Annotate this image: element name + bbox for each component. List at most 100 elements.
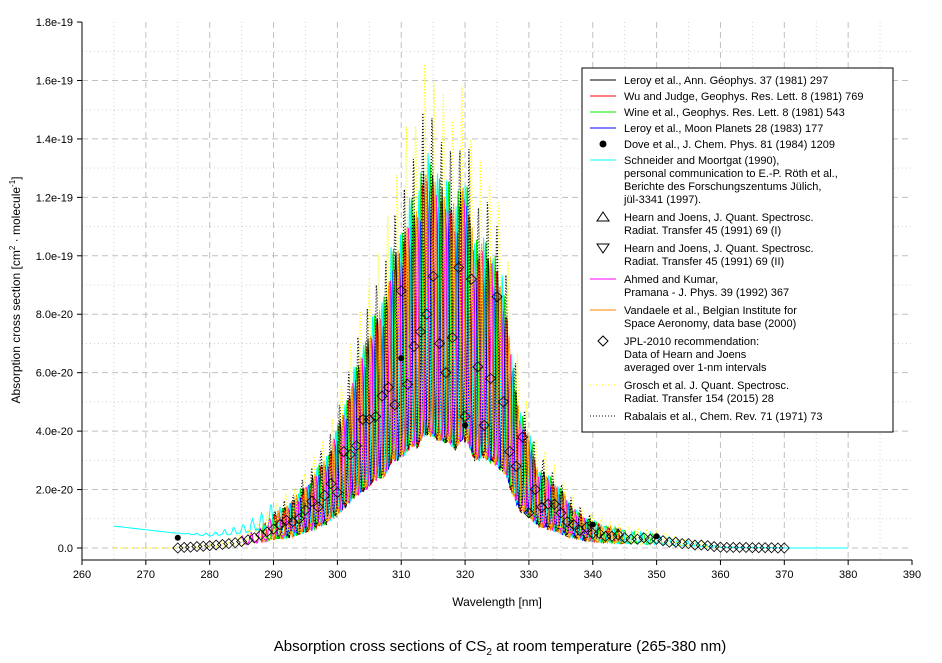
jpl-diamond-marker: [402, 378, 414, 390]
jpl-diamond-marker: [280, 514, 292, 526]
jpl-diamond-marker: [651, 533, 663, 545]
jpl-diamond-marker: [485, 372, 497, 385]
jpl-diamond-marker: [299, 504, 312, 516]
jpl-diamond-marker: [350, 440, 363, 452]
legend-label: Radiat. Transfer 154 (2015) 28: [624, 393, 774, 405]
jpl-diamond-marker: [548, 498, 561, 510]
jpl-diamond-marker: [248, 532, 260, 544]
legend-label: Vandaele et al., Belgian Institute for: [624, 305, 797, 317]
y-tick-label: 8.0e-20: [36, 309, 73, 321]
jpl-diamond-marker: [491, 291, 503, 303]
x-tick-label: 350: [647, 569, 665, 581]
y-tick-label: 1.0e-19: [36, 251, 73, 263]
jpl-diamond-marker: [178, 541, 190, 553]
jpl-diamond-marker: [504, 446, 516, 458]
jpl-diamond-marker: [580, 521, 592, 534]
x-tick-label: 280: [201, 569, 219, 581]
legend-item: Wu and Judge, Geophys. Res. Lett. 8 (198…: [590, 91, 864, 103]
jpl-diamond-marker: [593, 527, 605, 539]
jpl-diamond-marker: [338, 446, 350, 458]
jpl-diamond-marker: [172, 542, 184, 554]
jpl-diamond-marker: [631, 533, 644, 545]
jpl-diamond-marker: [363, 413, 375, 425]
jpl-diamond-marker: [465, 273, 478, 285]
jpl-diamond-marker: [242, 534, 254, 546]
chart-title: Absorption cross sections of CS2 at room…: [274, 638, 726, 658]
jpl-diamond-marker: [223, 538, 235, 550]
jpl-diamond-marker: [389, 399, 401, 411]
jpl-diamond-marker: [433, 337, 446, 350]
legend-item: Schneider and Moortgat (1990),personal c…: [590, 155, 838, 206]
jpl-diamond-marker: [427, 270, 439, 282]
jpl-diamond-marker: [446, 332, 458, 344]
legend-label: Grosch et al. J. Quant. Spectrosc.: [624, 380, 789, 392]
jpl-diamond-marker: [638, 532, 650, 544]
dove-point-marker: [462, 422, 469, 429]
legend-label: personal communication to E.-P. Röth et …: [624, 168, 838, 180]
y-tick-label: 6.0e-20: [36, 368, 73, 380]
x-axis-label: Wavelength [nm]: [452, 595, 542, 609]
jpl-diamond-marker: [555, 507, 567, 519]
jpl-diamond-marker: [191, 540, 203, 553]
y-tick-label: 4.0e-20: [36, 426, 73, 438]
markers-layer: [172, 261, 790, 554]
jpl-diamond-marker: [561, 516, 573, 528]
jpl-diamond-marker: [261, 526, 273, 538]
dove-point-marker: [398, 355, 405, 362]
x-tick-label: 300: [328, 569, 346, 581]
x-tick-label: 380: [839, 569, 857, 581]
jpl-diamond-marker: [657, 535, 669, 547]
legend-item: Leroy et al., Moon Planets 28 (1983) 177: [590, 123, 823, 135]
legend-box: [581, 67, 894, 433]
y-tick-label: 1.4e-19: [36, 134, 73, 146]
y-tick-label: 1.2e-19: [36, 192, 73, 204]
jpl-diamond-marker: [682, 538, 695, 550]
y-tick-label: 0.0: [58, 543, 73, 555]
jpl-diamond-marker: [395, 285, 407, 297]
series-line-3: [285, 190, 593, 542]
jpl-diamond-marker: [408, 340, 420, 352]
jpl-diamond-marker: [293, 513, 305, 525]
legend: Leroy et al., Ann. Géophys. 37 (1981) 29…: [581, 67, 894, 433]
series-line-8: [272, 112, 593, 542]
x-tick-label: 360: [711, 569, 729, 581]
y-tick-label: 1.6e-19: [36, 75, 73, 87]
legend-label: Data of Hearn and Joens: [624, 349, 747, 361]
series-line-6: [273, 174, 625, 544]
jpl-diamond-marker: [312, 501, 324, 513]
legend-label: Space Aeronomy, data base (2000): [624, 318, 796, 330]
x-tick-label: 390: [903, 569, 921, 581]
legend-item: Ahmed and Kumar,Pramana - J. Phys. 39 (1…: [590, 274, 789, 299]
jpl-diamond-marker: [267, 523, 280, 535]
jpl-diamond-marker: [778, 542, 790, 554]
dove-point-marker: [174, 534, 181, 541]
legend-label: Pramana - J. Phys. 39 (1992) 367: [624, 287, 789, 299]
legend-triangle-up-icon: [596, 211, 610, 222]
x-tick-label: 320: [456, 569, 474, 581]
x-tick-label: 340: [584, 569, 602, 581]
legend-label: Berichte des Forschungszentums Jülich,: [624, 181, 821, 193]
axes: 260 270 280 290 300 310 320 330 340 350 360 370 380 3…: [36, 17, 921, 581]
legend-label: averaged over 1-nm intervals: [624, 362, 767, 374]
jpl-diamond-marker: [331, 486, 343, 499]
legend-label: Leroy et al., Moon Planets 28 (1983) 177: [624, 123, 823, 135]
jpl-diamond-marker: [523, 507, 535, 519]
jpl-diamond-marker: [619, 532, 631, 544]
jpl-diamond-marker: [472, 361, 484, 373]
jpl-diamond-marker: [516, 431, 529, 443]
jpl-diamond-marker: [478, 419, 490, 431]
jpl-diamond-marker: [459, 410, 471, 423]
legend-item: Hearn and Joens, J. Quant. Spectrosc.Rad…: [596, 211, 814, 237]
legend-label: Wu and Judge, Geophys. Res. Lett. 8 (198…: [624, 91, 864, 103]
legend-item: Rabalais et al., Chem. Rev. 71 (1971) 73: [590, 411, 823, 423]
jpl-diamond-marker: [510, 460, 522, 472]
jpl-diamond-marker: [210, 539, 222, 551]
legend-label: Hearn and Joens, J. Quant. Spectrosc.: [624, 243, 814, 255]
legend-label: JPL-2010 recommendation:: [624, 336, 759, 348]
jpl-diamond-marker: [606, 530, 618, 542]
jpl-diamond-marker: [421, 308, 433, 320]
x-tick-label: 310: [392, 569, 410, 581]
legend-label: Dove et al., J. Chem. Phys. 81 (1984) 12…: [624, 139, 835, 151]
jpl-diamond-marker: [382, 381, 395, 393]
jpl-diamond-marker: [274, 519, 286, 531]
